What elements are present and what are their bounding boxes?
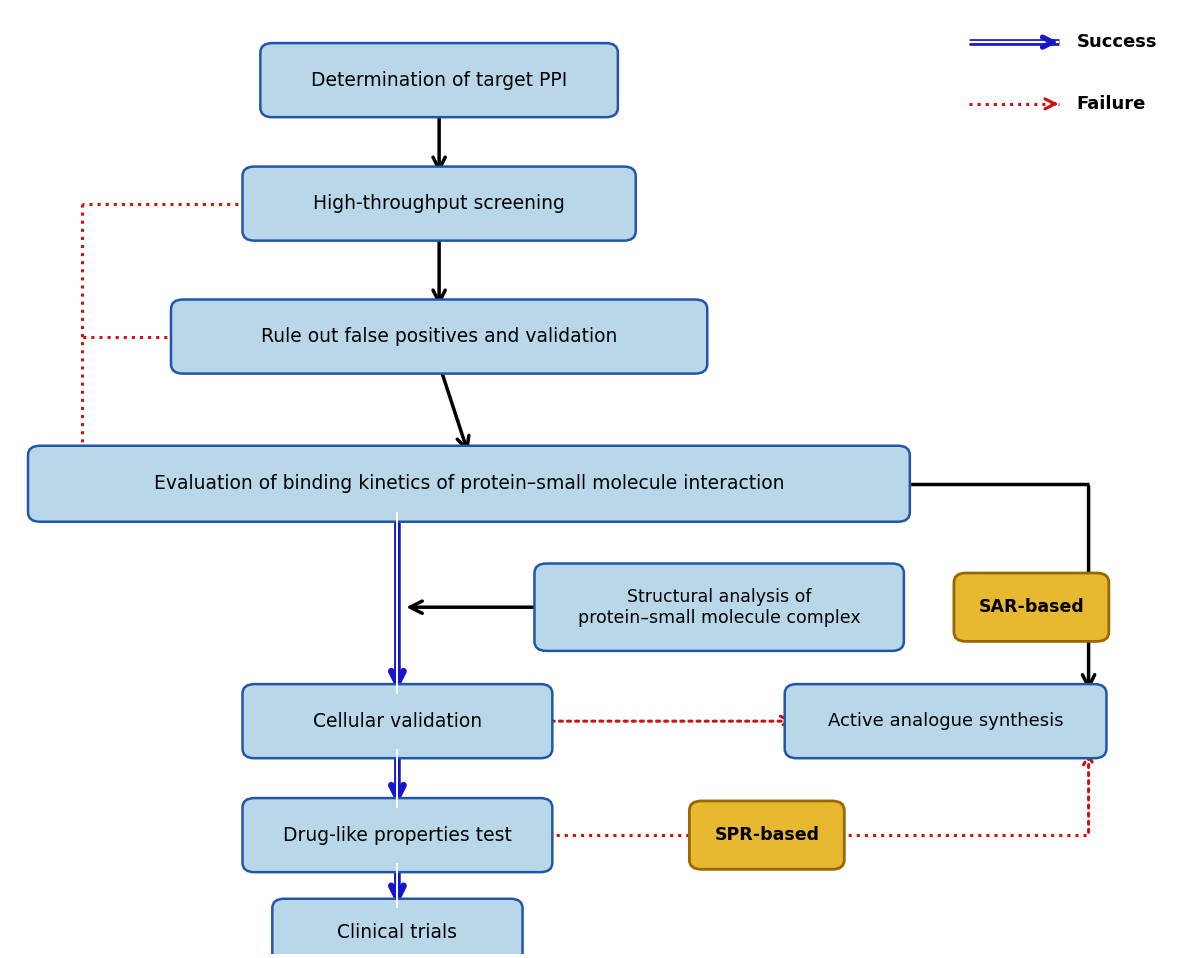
Text: Determination of target PPI: Determination of target PPI	[311, 71, 568, 90]
Text: SAR-based: SAR-based	[978, 598, 1085, 616]
Text: Cellular validation: Cellular validation	[313, 712, 482, 731]
FancyBboxPatch shape	[954, 573, 1109, 642]
Text: Active analogue synthesis: Active analogue synthesis	[828, 712, 1063, 730]
Text: Rule out false positives and validation: Rule out false positives and validation	[260, 327, 617, 346]
Text: Clinical trials: Clinical trials	[337, 924, 457, 943]
FancyBboxPatch shape	[785, 684, 1106, 758]
Text: Success: Success	[1076, 34, 1157, 51]
Text: Failure: Failure	[1076, 95, 1146, 113]
FancyBboxPatch shape	[272, 899, 522, 958]
FancyBboxPatch shape	[534, 563, 904, 650]
FancyBboxPatch shape	[260, 43, 618, 117]
FancyBboxPatch shape	[28, 445, 910, 522]
FancyBboxPatch shape	[242, 167, 636, 240]
Text: Structural analysis of
protein–small molecule complex: Structural analysis of protein–small mol…	[578, 588, 860, 627]
FancyBboxPatch shape	[689, 801, 845, 869]
FancyBboxPatch shape	[170, 300, 707, 374]
FancyBboxPatch shape	[242, 684, 552, 758]
FancyBboxPatch shape	[242, 798, 552, 872]
Text: High-throughput screening: High-throughput screening	[313, 194, 565, 213]
Text: Drug-like properties test: Drug-like properties test	[283, 826, 512, 845]
Text: SPR-based: SPR-based	[714, 826, 820, 844]
Text: Evaluation of binding kinetics of protein–small molecule interaction: Evaluation of binding kinetics of protei…	[154, 474, 784, 493]
